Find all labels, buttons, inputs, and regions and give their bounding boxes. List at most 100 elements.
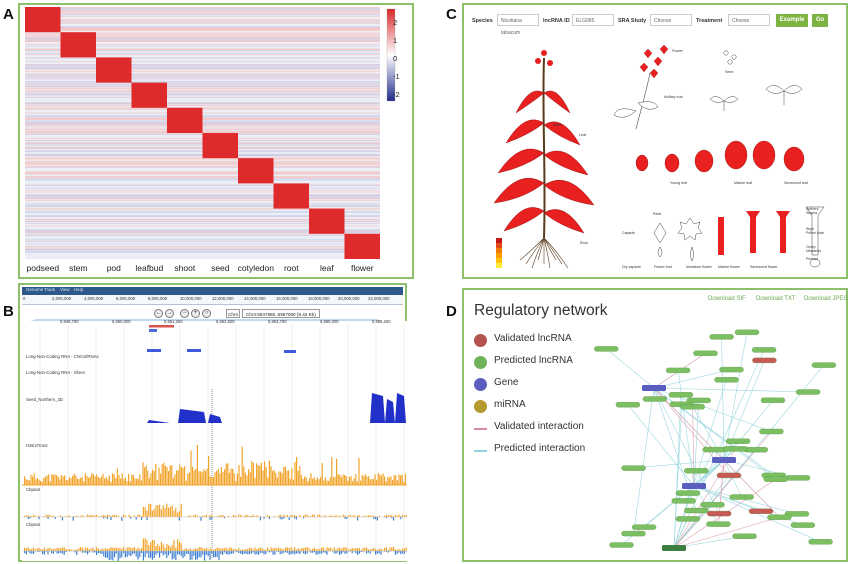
download-sif-link[interactable]: Download SIF: [708, 296, 746, 302]
zoom-out-icon[interactable]: −: [180, 309, 189, 318]
plant-part-label[interactable]: Mature leaf: [734, 181, 752, 185]
menu-genome[interactable]: Genome: [26, 287, 44, 292]
download-txt-link[interactable]: Download TXT: [756, 296, 796, 302]
plant-part-label[interactable]: Stigma: [806, 211, 818, 215]
plant-part-label[interactable]: Capsule: [622, 231, 636, 235]
heatmap-row-stripe: [25, 197, 380, 199]
heatmap-row-stripe: [25, 235, 380, 236]
track-label: Cbpeat: [26, 487, 40, 492]
signal-bar: [335, 514, 337, 517]
signal-bar: [24, 515, 26, 517]
plant-part-label[interactable]: Pollen tube: [806, 231, 824, 235]
signal-bar-negative: [306, 551, 308, 554]
menu-help[interactable]: Help: [74, 287, 84, 292]
signal-bar-negative: [303, 551, 305, 554]
go-button[interactable]: Go: [812, 14, 828, 27]
histone-bar: [225, 463, 227, 485]
network-graph[interactable]: [594, 320, 844, 558]
sra-study-select[interactable]: Choose: [650, 14, 692, 26]
species-select[interactable]: Nicotiana tabacum: [497, 14, 539, 36]
heatmap-row-stripe: [25, 57, 380, 59]
histone-bar: [217, 468, 219, 485]
signal-bar: [106, 514, 108, 517]
flower-bud: [547, 60, 553, 66]
lncrna-node: [609, 542, 634, 548]
plant-part-label[interactable]: Young leaf: [670, 181, 687, 185]
plant-part-label[interactable]: Dry capsule: [622, 265, 641, 269]
histone-bar: [201, 472, 203, 485]
pan-right-button[interactable]: →: [165, 309, 174, 318]
signal-bar: [394, 549, 396, 551]
heatmap-row-stripe: [25, 23, 380, 24]
histone-bar: [52, 475, 54, 485]
legend-label: Gene: [494, 377, 519, 388]
signal-bar: [328, 516, 330, 517]
signal-bar: [193, 549, 195, 551]
chromosome-ruler[interactable]: 0 2,000,000 4,000,000 6,000,000 8,000,00…: [22, 295, 403, 305]
signal-bar-negative: [286, 551, 288, 553]
signal-bar-negative: [47, 551, 49, 555]
plant-part-label[interactable]: Style: [806, 227, 814, 231]
heatmap-row-stripe: [25, 77, 380, 79]
plant-part-label[interactable]: Senescent leaf: [784, 181, 808, 185]
plant-part-label[interactable]: Senescent flower: [750, 265, 778, 269]
plant-part-label[interactable]: Axillary bud: [664, 95, 683, 99]
histone-bar: [49, 481, 51, 485]
pan-left-button[interactable]: ←: [154, 309, 163, 318]
signal-bar-negative: [279, 551, 281, 555]
signal-bar: [270, 547, 272, 551]
signal-bar: [398, 514, 400, 517]
signal-bar: [141, 547, 143, 551]
heatmap-block-pod: [96, 57, 132, 83]
ruler-label: 20,000,000: [338, 296, 360, 301]
plant-part-label[interactable]: Mature flower: [718, 265, 740, 269]
zoom-in-icon[interactable]: +: [191, 309, 200, 318]
signal-bar: [88, 515, 90, 517]
menu-view[interactable]: View: [60, 287, 70, 292]
legend-label: Validated lncRNA: [494, 333, 572, 344]
leaf-shape: [543, 209, 585, 234]
zoom-region-icon[interactable]: ○: [202, 309, 211, 318]
signal-bar-negative: [294, 517, 296, 519]
chromosome-select[interactable]: Chr4: [226, 309, 240, 318]
plant-part-label[interactable]: Ovary: [806, 245, 816, 249]
signal-bar: [43, 547, 45, 551]
plant-part-label[interactable]: Leaf: [579, 133, 586, 137]
plant-part-label[interactable]: Flower: [672, 49, 683, 53]
menu-track[interactable]: Track: [44, 287, 56, 292]
example-button[interactable]: Example: [776, 14, 808, 27]
signal-bar: [103, 514, 105, 517]
download-jpeg-link[interactable]: Download JPEG: [804, 296, 849, 302]
plant-part-label[interactable]: Anthers: [806, 207, 819, 211]
plant-part-label[interactable]: Pedicel: [806, 257, 818, 261]
treatment-select[interactable]: Choose: [728, 14, 770, 26]
signal-bar: [139, 549, 141, 551]
plant-part-label[interactable]: Stem: [553, 123, 562, 127]
signal-bar: [322, 516, 324, 517]
plant-part-label[interactable]: Flower bud: [654, 265, 672, 269]
signal-bar-negative: [315, 551, 317, 555]
plant-part-label[interactable]: Root: [580, 241, 588, 245]
histone-bar: [203, 469, 205, 485]
signal-bar: [29, 515, 31, 517]
histone-bar: [168, 471, 170, 485]
histone-bar: [134, 478, 136, 485]
signal-bar: [70, 549, 72, 551]
signal-bar: [331, 549, 333, 551]
senescent-flower: [776, 211, 790, 253]
histone-bar: [387, 476, 389, 485]
signal-bar: [310, 516, 312, 517]
signal-bar: [294, 515, 296, 517]
plant-part-label[interactable]: Immature flower: [686, 265, 712, 269]
plant-part-label[interactable]: Petal: [653, 212, 662, 216]
histone-bar: [88, 477, 90, 485]
signal-bar: [256, 515, 258, 517]
lncrna-id-input[interactable]: ELG085: [572, 14, 614, 26]
signal-bar: [265, 549, 267, 551]
plant-part-label[interactable]: Seed: [725, 70, 734, 74]
histone-bar: [65, 480, 67, 485]
histone-bar: [68, 477, 70, 485]
signal-bar-negative: [146, 517, 148, 521]
locus-input[interactable]: Chr4:5947886..5957060 (9.42 Kb): [242, 309, 320, 318]
plant-part-label[interactable]: Nectaries: [806, 249, 822, 253]
